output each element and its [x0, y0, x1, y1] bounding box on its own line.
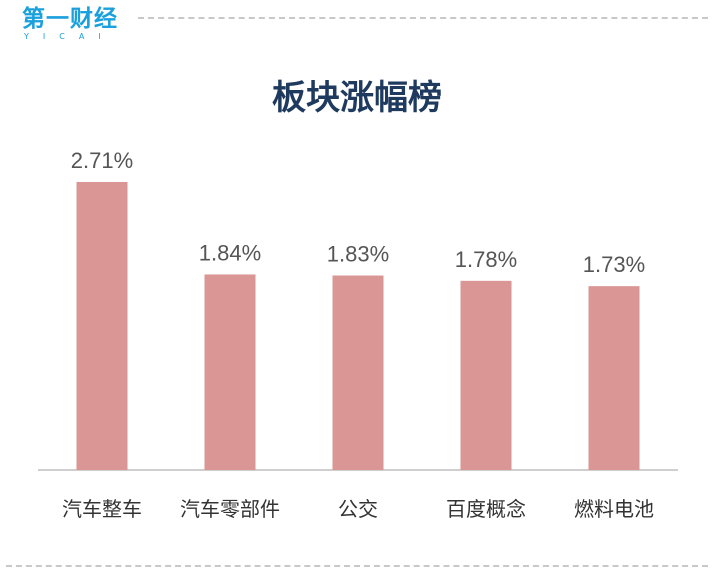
category-label: 汽车零部件: [180, 497, 280, 521]
category-label: 公交: [338, 497, 378, 521]
bar: [204, 274, 256, 470]
category-label: 汽车整车: [62, 497, 142, 521]
data-label: 1.84%: [199, 240, 261, 265]
data-label: 2.71%: [71, 148, 133, 173]
bar: [588, 286, 640, 470]
bottom-divider: [6, 565, 708, 567]
top-divider: [138, 17, 708, 19]
data-label: 1.73%: [583, 252, 645, 277]
category-label: 百度概念: [446, 497, 526, 521]
bar: [76, 182, 128, 470]
data-label: 1.83%: [327, 242, 389, 267]
bar: [460, 280, 512, 470]
data-label: 1.78%: [455, 247, 517, 272]
yicai-logo: 第一财经 YICAI: [22, 6, 132, 44]
chart-title: 板块涨幅榜: [272, 78, 442, 118]
logo-subtext: YICAI: [24, 32, 115, 41]
category-label: 燃料电池: [574, 497, 654, 521]
bar: [332, 275, 384, 470]
logo-text: 第一财经: [22, 6, 118, 32]
